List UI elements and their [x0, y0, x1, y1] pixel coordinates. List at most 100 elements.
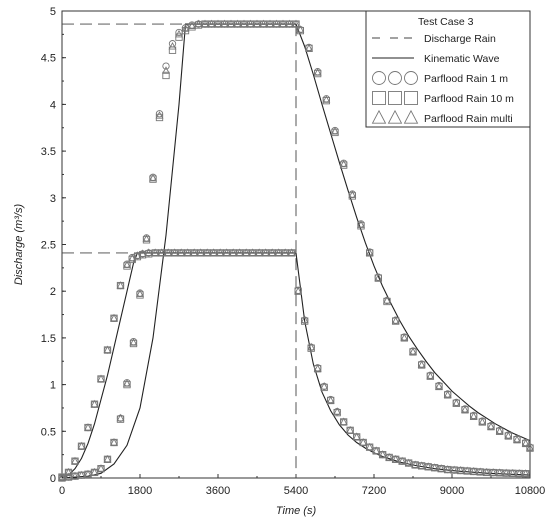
x-tick-label: 3600	[206, 485, 230, 497]
legend-label: Parflood Rain multi	[424, 113, 513, 125]
legend-label: Parflood Rain 10 m	[424, 93, 514, 105]
series-layer	[61, 23, 531, 479]
triangle-marker	[409, 347, 417, 355]
triangle-marker	[144, 248, 153, 256]
legend-label: Kinematic Wave	[424, 53, 500, 65]
square-marker	[301, 317, 309, 325]
triangle-marker	[307, 342, 316, 351]
square-marker	[331, 128, 339, 137]
triangle-marker	[365, 442, 374, 451]
triangle-marker	[339, 417, 348, 425]
triangle-marker	[149, 173, 157, 182]
triangle-marker	[103, 345, 112, 354]
triangle-marker	[261, 248, 270, 256]
triangle-marker	[348, 190, 357, 199]
triangle-marker	[495, 468, 504, 476]
triangle-marker	[452, 398, 461, 407]
discharge-rain-line	[62, 23, 297, 478]
triangle-marker	[515, 469, 524, 477]
triangle-marker	[456, 466, 465, 474]
triangle-marker	[116, 413, 125, 422]
square-marker	[123, 380, 131, 389]
triangle-marker	[77, 470, 86, 479]
triangle-marker	[417, 461, 426, 469]
triangle-marker	[136, 289, 144, 298]
triangle-marker	[162, 66, 170, 74]
x-axis-ticks: 0 1800 3600 5400 7200 9000 10800	[59, 474, 545, 497]
legend-entry: Parflood Rain 10 m	[372, 91, 514, 105]
triangle-marker	[385, 452, 394, 461]
y-tick-label: 4	[50, 99, 56, 111]
triangle-marker	[279, 19, 287, 28]
triangle-marker	[90, 467, 99, 476]
triangle-marker	[281, 248, 290, 256]
triangle-marker	[435, 381, 443, 390]
circle-marker	[404, 71, 418, 85]
triangle-marker	[203, 248, 212, 256]
triangle-marker	[391, 316, 400, 325]
triangle-marker	[346, 425, 355, 434]
legend-entry: Parflood Rain multi	[371, 109, 513, 125]
triangle-marker	[253, 19, 261, 28]
triangle-marker	[403, 109, 419, 124]
triangle-marker	[365, 248, 374, 256]
triangle-marker	[426, 371, 435, 380]
triangle-marker	[110, 313, 118, 322]
triangle-marker	[164, 248, 173, 256]
y-tick-label: 5	[50, 6, 56, 18]
triangle-marker	[526, 443, 534, 452]
square-marker	[296, 26, 304, 35]
triangle-marker	[183, 248, 192, 256]
triangle-marker	[313, 68, 322, 76]
triangle-marker	[294, 286, 303, 295]
triangle-marker	[495, 426, 504, 435]
square-marker	[333, 408, 341, 417]
square-marker	[340, 161, 348, 169]
triangle-marker	[227, 19, 235, 28]
legend-title: Test Case 3	[418, 16, 474, 28]
triangle-marker	[196, 248, 205, 256]
triangle-marker	[209, 248, 218, 256]
square-marker	[116, 415, 125, 423]
triangle-marker	[300, 315, 309, 324]
triangle-marker	[133, 251, 142, 259]
triangle-marker	[201, 19, 209, 28]
triangle-marker	[71, 471, 79, 480]
triangle-marker	[285, 19, 294, 28]
triangle-marker	[322, 95, 331, 103]
marker-layer	[58, 19, 534, 482]
triangle-marker	[339, 159, 348, 168]
square-marker	[383, 297, 391, 306]
triangle-marker	[469, 466, 478, 475]
triangle-marker	[177, 248, 186, 256]
triangle-marker	[411, 460, 420, 468]
square-marker	[348, 192, 356, 200]
square-marker	[162, 71, 170, 80]
x-tick-label: 10800	[515, 485, 546, 497]
circle-marker	[162, 62, 170, 70]
triangle-marker	[242, 248, 251, 256]
x-tick-label: 0	[59, 485, 65, 497]
square-marker	[404, 91, 418, 105]
triangle-marker	[443, 465, 452, 473]
y-tick-label: 0	[50, 473, 56, 485]
square-marker	[168, 46, 177, 54]
triangle-marker	[128, 254, 137, 262]
triangle-marker	[168, 42, 177, 50]
triangle-marker	[387, 109, 403, 124]
triangle-marker	[513, 435, 521, 443]
square-marker	[129, 339, 138, 348]
triangle-marker	[430, 463, 439, 471]
triangle-marker	[274, 248, 283, 256]
kinematic-wave-line	[61, 23, 531, 479]
triangle-marker	[404, 458, 413, 467]
square-marker	[357, 222, 365, 230]
triangle-marker	[97, 464, 105, 472]
triangle-marker	[391, 454, 400, 463]
triangle-marker	[129, 338, 138, 346]
x-axis-label: Time (s)	[276, 505, 317, 517]
triangle-marker	[400, 333, 409, 341]
legend-label: Parflood Rain 1 m	[424, 73, 508, 85]
triangle-marker	[207, 19, 216, 28]
